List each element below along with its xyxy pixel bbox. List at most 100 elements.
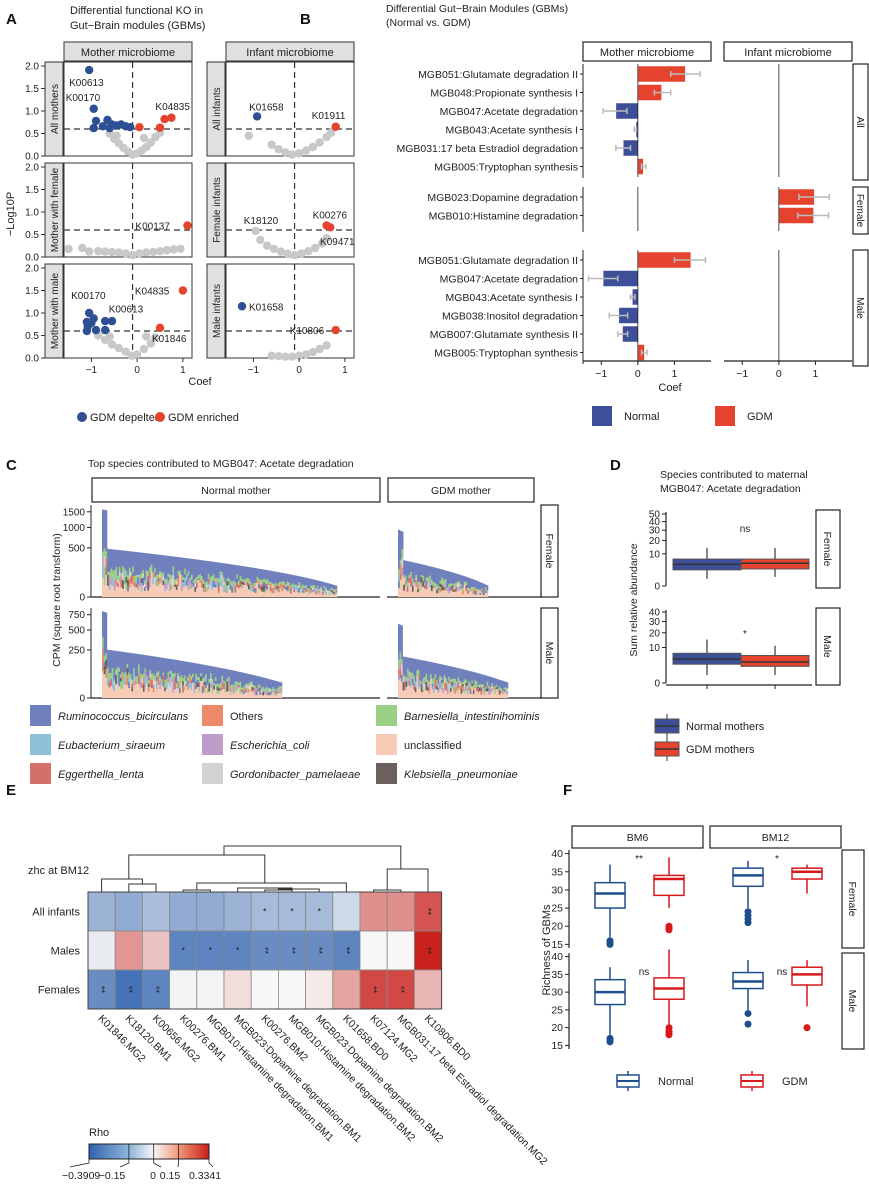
bar-segment bbox=[427, 577, 430, 581]
bar-segment bbox=[488, 694, 490, 698]
legend-swatch-gdm bbox=[715, 406, 735, 426]
bar-segment bbox=[308, 588, 311, 592]
point-label: K01846 bbox=[152, 334, 187, 345]
bar-segment bbox=[207, 589, 210, 597]
bar-segment bbox=[179, 574, 182, 578]
bar-segment bbox=[278, 686, 281, 688]
bar-segment bbox=[174, 689, 176, 698]
data-point-depleted bbox=[126, 123, 135, 132]
bar-segment bbox=[449, 593, 452, 597]
bar-segment bbox=[137, 574, 140, 578]
bar-segment bbox=[169, 677, 172, 687]
bar-segment bbox=[232, 670, 235, 685]
point-label: K00613 bbox=[109, 304, 144, 315]
outlier-point bbox=[665, 926, 673, 934]
bar-segment bbox=[208, 684, 211, 692]
bar-segment bbox=[417, 679, 420, 687]
bar-segment bbox=[152, 584, 155, 589]
bar-segment bbox=[484, 588, 487, 591]
bar-segment bbox=[142, 677, 145, 685]
bar-segment bbox=[254, 585, 257, 589]
bar-segment bbox=[408, 671, 411, 676]
bar-segment bbox=[301, 586, 304, 591]
bar-segment bbox=[306, 588, 309, 590]
heatmap-col-label: MGB031:17 beta Estradiol degradation.MG2 bbox=[395, 1013, 550, 1168]
bar-segment bbox=[185, 680, 188, 685]
y-tick-label: 10 bbox=[649, 643, 661, 654]
outlier-point bbox=[744, 919, 752, 927]
bar-segment bbox=[481, 592, 484, 597]
colorbar-tick-label: 0.3341 bbox=[189, 1170, 221, 1182]
bar-segment bbox=[180, 585, 183, 592]
data-point-nonsig bbox=[274, 352, 283, 361]
box-gdm bbox=[740, 558, 810, 570]
bar-segment bbox=[413, 680, 416, 684]
bar-segment bbox=[295, 589, 298, 595]
bar-segment bbox=[216, 562, 219, 579]
bar-segment bbox=[162, 681, 165, 687]
bar-segment bbox=[140, 578, 143, 584]
bar-segment bbox=[465, 590, 468, 597]
bar-segment bbox=[462, 683, 464, 687]
bar-segment bbox=[259, 691, 262, 695]
bar-segment bbox=[177, 660, 180, 674]
bar-segment bbox=[467, 593, 470, 597]
bar-segment bbox=[451, 689, 454, 698]
bar-segment bbox=[275, 690, 278, 694]
bar-segment bbox=[264, 677, 266, 689]
bar-segment bbox=[136, 680, 139, 685]
bar-segment bbox=[178, 660, 181, 678]
bar-segment bbox=[333, 591, 336, 595]
bar-segment bbox=[135, 583, 138, 588]
bar-segment bbox=[486, 593, 489, 597]
bar-segment bbox=[261, 583, 264, 587]
bar-segment bbox=[406, 591, 409, 597]
facet-strip-row-label: Female infants bbox=[212, 177, 223, 243]
bar-segment bbox=[401, 531, 404, 550]
bar-segment bbox=[491, 691, 494, 698]
bar-segment bbox=[486, 681, 489, 686]
bar-segment bbox=[137, 589, 140, 597]
bar-segment bbox=[422, 683, 425, 690]
significance-label: * bbox=[775, 854, 779, 865]
bar-segment bbox=[273, 688, 276, 692]
facet-strip-col bbox=[723, 41, 853, 62]
bar-segment bbox=[234, 686, 237, 692]
facet-strip-label: Mother microbiome bbox=[81, 47, 175, 59]
bar-segment bbox=[224, 584, 227, 588]
bar-segment bbox=[413, 587, 416, 591]
bar-segment bbox=[169, 658, 172, 671]
bar-segment bbox=[103, 556, 106, 567]
bar-segment bbox=[226, 581, 229, 586]
bar-segment bbox=[497, 691, 500, 696]
bar-segment bbox=[198, 687, 201, 693]
bar-segment bbox=[118, 576, 121, 583]
data-point-nonsig bbox=[121, 347, 130, 356]
bar-segment bbox=[250, 681, 253, 684]
bar-segment bbox=[479, 594, 482, 597]
bar-segment bbox=[174, 659, 176, 674]
bar-segment bbox=[460, 575, 463, 585]
bar-segment bbox=[468, 690, 471, 698]
bar-segment bbox=[118, 582, 121, 597]
y-tick-label: 0 bbox=[79, 694, 85, 705]
bar-segment bbox=[236, 688, 239, 692]
bar-segment bbox=[264, 593, 267, 597]
bar-segment bbox=[273, 593, 276, 597]
bar-segment bbox=[468, 590, 471, 592]
facet-strip-label: BM6 bbox=[627, 832, 649, 844]
bar-segment bbox=[255, 695, 258, 698]
bar-segment bbox=[241, 584, 244, 589]
bar-segment bbox=[105, 557, 108, 568]
bar-segment bbox=[263, 578, 266, 582]
bar-segment bbox=[150, 585, 153, 597]
bar-segment bbox=[276, 588, 279, 593]
colorbar-tick-label: 0.15 bbox=[160, 1170, 181, 1182]
bar-segment bbox=[423, 565, 426, 583]
bar-segment bbox=[313, 585, 316, 587]
bar-segment bbox=[462, 587, 465, 590]
bar-segment bbox=[489, 690, 492, 694]
bar-segment bbox=[437, 586, 440, 589]
bar-segment bbox=[229, 584, 232, 590]
category-label: MGB010:Histamine degradation bbox=[429, 211, 579, 223]
